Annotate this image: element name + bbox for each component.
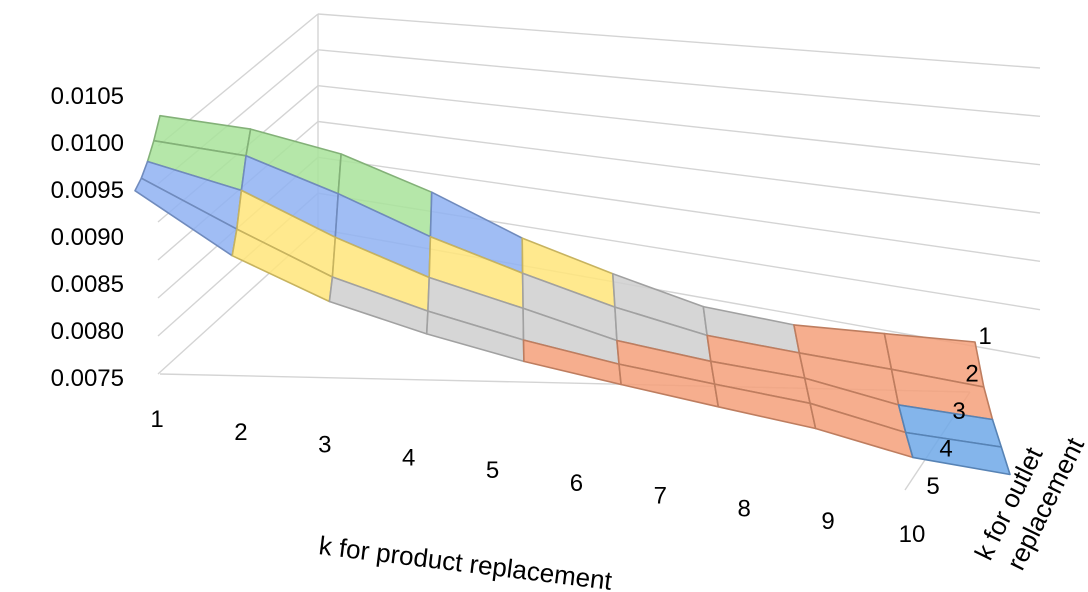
z-tick-label-4: 0.0095: [51, 177, 124, 204]
x-tick-label-6: 6: [570, 470, 583, 497]
x-tick-label-9: 9: [821, 508, 834, 535]
y-tick-label-5: 5: [926, 473, 939, 500]
x-axis-title: k for product replacement: [317, 530, 614, 592]
z-tick-label-0: 0.0075: [51, 365, 124, 392]
back-gridline-3: [317, 120, 1041, 214]
y-tick-label-2: 2: [965, 361, 978, 388]
x-tick-label-8: 8: [738, 495, 751, 522]
back-gridline-5: [317, 49, 1041, 118]
surface-facet-9-4: [904, 431, 1011, 476]
surface-plot: [134, 114, 1011, 476]
x-tick-label-10: 10: [899, 521, 926, 548]
x-tick-label-4: 4: [402, 444, 415, 471]
y-tick-label-3: 3: [952, 398, 965, 425]
y-tick-label-4: 4: [939, 436, 952, 463]
z-tick-label-5: 0.0100: [51, 130, 124, 157]
x-tick-label-7: 7: [654, 483, 667, 510]
back-gridline-2: [317, 156, 1041, 263]
x-tick-label-2: 2: [234, 419, 247, 446]
x-tick-label-5: 5: [486, 457, 499, 484]
x-axis-ticks: 1 2 3 4 5 6 7 8 9 10: [150, 406, 925, 548]
x-tick-label-3: 3: [318, 432, 331, 459]
z-tick-label-2: 0.0085: [51, 271, 124, 298]
y-tick-label-1: 1: [978, 323, 991, 350]
z-tick-label-6: 0.0105: [51, 83, 124, 110]
z-tick-label-3: 0.0090: [51, 224, 124, 251]
back-gridline-6: [317, 13, 1041, 69]
x-tick-label-1: 1: [150, 406, 163, 433]
back-gridline-4: [317, 84, 1041, 166]
z-axis-ticks: 0.0075 0.0080 0.0085 0.0090 0.0095 0.0100 0.01…: [51, 83, 124, 392]
z-tick-label-1: 0.0080: [51, 318, 124, 345]
